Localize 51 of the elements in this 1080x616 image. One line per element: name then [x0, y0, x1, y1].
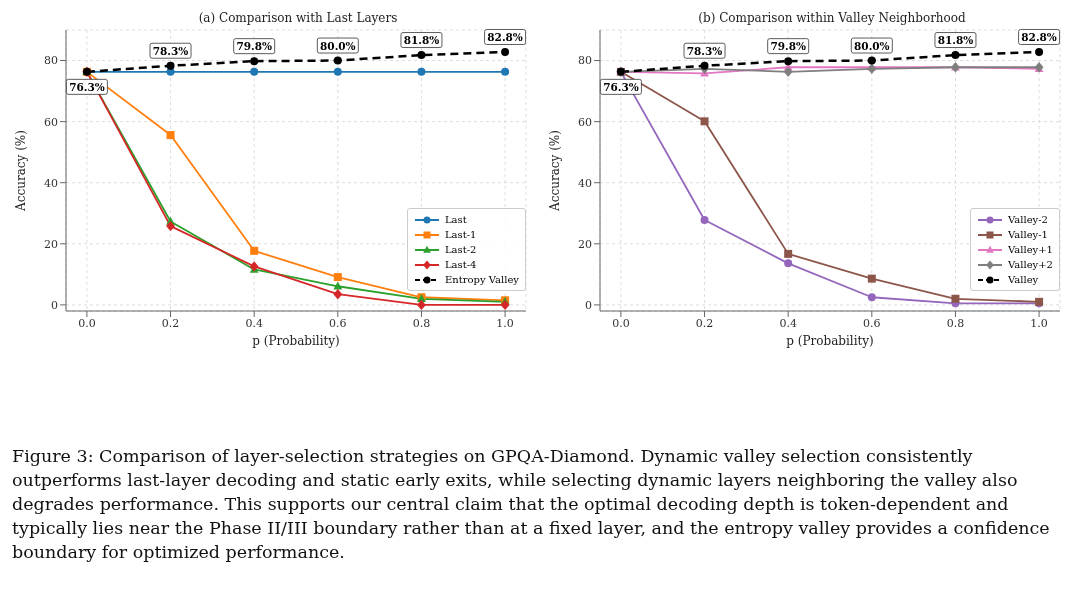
y-tick-label: 20	[44, 237, 58, 251]
data-label: 79.8%	[770, 40, 806, 53]
x-tick-label: 0.8	[412, 316, 431, 330]
y-tick-label: 0	[585, 298, 592, 312]
legend-label: Last-2	[444, 244, 477, 255]
x-tick-label: 0.2	[161, 316, 180, 330]
x-tick-label: 0.0	[612, 316, 630, 330]
chart-title: (b) Comparison within Valley Neighborhood	[698, 11, 967, 25]
y-tick-label: 80	[44, 54, 58, 68]
data-label: 76.3%	[603, 80, 639, 93]
data-label: 81.8%	[403, 34, 440, 47]
legend-label: Valley+2	[1008, 259, 1053, 270]
x-tick-label: 0.4	[779, 316, 797, 330]
legend-label: Valley	[1008, 274, 1039, 285]
data-label: 76.3%	[69, 80, 105, 93]
x-tick-label: 0.0	[78, 316, 96, 330]
x-tick-label: 1.0	[1030, 316, 1048, 330]
data-label: 82.8%	[487, 30, 523, 43]
y-axis-title: Accuracy (%)	[548, 130, 563, 212]
y-tick-label: 40	[578, 176, 592, 190]
legend-label: Valley+1	[1008, 244, 1053, 255]
x-tick-label: 0.4	[245, 316, 263, 330]
data-label: 80.0%	[854, 39, 890, 52]
y-tick-label: 0	[51, 298, 58, 312]
legend-label: Last-4	[444, 259, 477, 270]
legend-label: Last	[444, 214, 467, 225]
legend-label: Valley-2	[1008, 214, 1048, 225]
caption: Figure 3: Comparison of layer-selection strategies on GPQA-Diamond. Dynamic valley selection consistently outperforms last-layer decoding and static early exits, while selecting dynamic layers neighboring the valley also degrades performance. This supports our central claim that the optimal decoding depth is token-dependent and typically lies near the Phase II/III boundary rather than at a fixed layer, and the entropy valley provides a confidence boundary for optimized performance.	[11, 445, 1051, 564]
y-tick-label: 80	[578, 54, 592, 68]
y-tick-label: 60	[44, 115, 58, 129]
x-tick-label: 0.8	[946, 316, 965, 330]
x-axis-title: p (Probability)	[252, 334, 340, 348]
legend-label: Entropy Valley	[444, 274, 519, 285]
y-tick-label: 20	[578, 237, 592, 251]
data-label: 78.3%	[152, 44, 189, 57]
x-tick-label: 0.6	[863, 316, 881, 330]
y-tick-label: 40	[44, 176, 58, 190]
data-label: 80.0%	[320, 39, 356, 52]
x-tick-label: 0.2	[695, 316, 714, 330]
chart-title: (a) Comparison with Last Layers	[198, 11, 398, 25]
x-tick-label: 1.0	[496, 316, 514, 330]
legend-label: Valley-1	[1008, 229, 1048, 240]
data-label: 81.8%	[937, 34, 974, 47]
y-tick-label: 60	[578, 115, 592, 129]
x-tick-label: 0.6	[329, 316, 347, 330]
data-label: 79.8%	[236, 40, 272, 53]
data-label: 82.8%	[1021, 30, 1057, 43]
data-label: 78.3%	[686, 44, 723, 57]
y-axis-title: Accuracy (%)	[14, 130, 29, 212]
x-axis-title: p (Probability)	[786, 334, 874, 348]
legend-label: Last-1	[444, 229, 477, 240]
